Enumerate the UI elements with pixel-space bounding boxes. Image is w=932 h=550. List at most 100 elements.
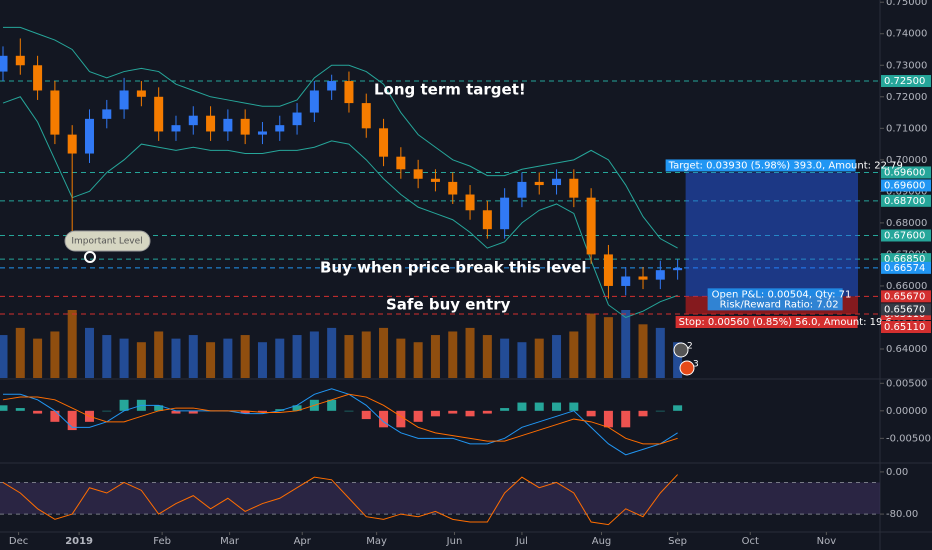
level-label-box	[881, 166, 931, 179]
level-label: 0.66574	[884, 263, 925, 274]
y-tick-label: 0.70000	[886, 155, 927, 166]
volume-bar	[327, 327, 337, 378]
macd-histogram-bar	[0, 405, 8, 411]
pnl-text-box	[707, 288, 843, 311]
volume-bar	[136, 342, 146, 378]
y-tick-label: 0.68000	[886, 218, 927, 229]
y-tick-label: 0.74000	[886, 29, 927, 40]
volume-bar	[413, 342, 423, 378]
position-label: 0.65670	[884, 304, 925, 315]
macd-histogram-bar	[621, 410, 631, 428]
level-label-box	[881, 261, 931, 274]
candle-body	[448, 181, 458, 195]
candle-body	[84, 118, 94, 154]
volume-bar	[500, 338, 510, 378]
macd-histogram-bar	[500, 408, 510, 411]
volume-bar	[84, 327, 94, 378]
stop-text: Stop: 0.00560 (0.85%) 56.0, Amount: 19.6	[679, 317, 892, 328]
candle-body	[240, 118, 250, 135]
macd-histogram-bar	[275, 409, 285, 411]
macd-line	[3, 388, 678, 456]
level-label: 0.68700	[884, 196, 925, 207]
x-tick-label: Nov	[817, 536, 837, 547]
candle-body	[361, 103, 371, 129]
candle-body	[275, 125, 285, 132]
macd-histogram-bar	[517, 402, 527, 411]
macd-histogram-bar	[603, 410, 613, 428]
macd-histogram-bar	[327, 399, 337, 411]
x-tick-label: 2019	[65, 536, 93, 547]
volume-bar	[50, 331, 60, 378]
candle-body	[673, 267, 683, 271]
volume-bar	[154, 331, 164, 378]
bubble-box	[64, 230, 151, 252]
macd-histogram-bar	[119, 399, 129, 411]
volume-bar	[240, 335, 250, 378]
level-label-box	[881, 194, 931, 207]
x-tick-label: Sep	[668, 536, 687, 547]
candle-body	[344, 81, 354, 104]
volume-bar	[223, 338, 233, 378]
macd-histogram-bar	[292, 405, 302, 411]
candle-body	[327, 81, 337, 91]
level-label-box	[881, 253, 931, 266]
volume-bar	[465, 327, 475, 378]
macd-histogram-bar	[240, 410, 250, 414]
y-tick-label: 0.66000	[886, 281, 927, 292]
level-label: 0.67600	[884, 231, 925, 242]
level-label: 0.69600	[884, 167, 925, 178]
x-tick-label: Oct	[742, 536, 759, 547]
event-icon	[673, 342, 689, 358]
macd-histogram-bar	[344, 410, 354, 412]
x-tick-label: Apr	[294, 536, 312, 547]
volume-bar	[534, 338, 544, 378]
volume-bar	[569, 331, 579, 378]
macd-histogram-bar	[448, 410, 458, 414]
candle-body	[206, 115, 216, 132]
volume-bar	[396, 338, 406, 378]
candle-body	[621, 276, 631, 286]
y-tick-label: 0.73000	[886, 60, 927, 71]
macd-histogram-bar	[396, 410, 406, 428]
y-tick-label: 0.00000	[886, 406, 927, 417]
y-tick-label: 0.64000	[886, 344, 927, 355]
volume-bar	[0, 335, 8, 378]
y-tick-label: -80.00	[886, 509, 918, 520]
y-tick-label: 0.69000	[886, 186, 927, 197]
macd-histogram-bar	[569, 402, 579, 411]
candle-body	[50, 90, 60, 135]
volume-bar	[361, 331, 371, 378]
annotation: Long term target!	[374, 81, 526, 99]
candle-body	[396, 156, 406, 170]
macd-histogram-bar	[673, 405, 683, 411]
target-text-box	[665, 159, 856, 172]
candle-body	[413, 169, 423, 179]
volume-bar	[102, 335, 112, 378]
candle-body	[33, 65, 43, 91]
macd-histogram-bar	[655, 410, 665, 412]
y-tick-label: -0.00500	[886, 433, 931, 444]
x-tick-label: Dec	[9, 536, 28, 547]
level-label: 0.66850	[884, 254, 925, 265]
volume-bar	[344, 335, 354, 378]
volume-bar	[552, 335, 562, 378]
bollinger-band	[2, 96, 678, 319]
volume-bar	[33, 338, 43, 378]
candle-body	[67, 134, 77, 154]
macd-histogram-bar	[33, 410, 43, 414]
macd-histogram-bar	[379, 410, 389, 428]
volume-bar	[430, 335, 440, 378]
candle-body	[379, 128, 389, 157]
annotation: Buy when price break this level	[320, 259, 586, 277]
volume-bar	[655, 327, 665, 378]
volume-bar	[275, 338, 285, 378]
candle-body	[517, 181, 527, 198]
stop-text-box	[675, 316, 858, 329]
level-label-box	[881, 290, 931, 303]
level-label: 0.65670	[884, 291, 925, 302]
candle-body	[292, 112, 302, 126]
y-tick-label: 0.00500	[886, 378, 927, 389]
position-label-box	[881, 303, 931, 316]
